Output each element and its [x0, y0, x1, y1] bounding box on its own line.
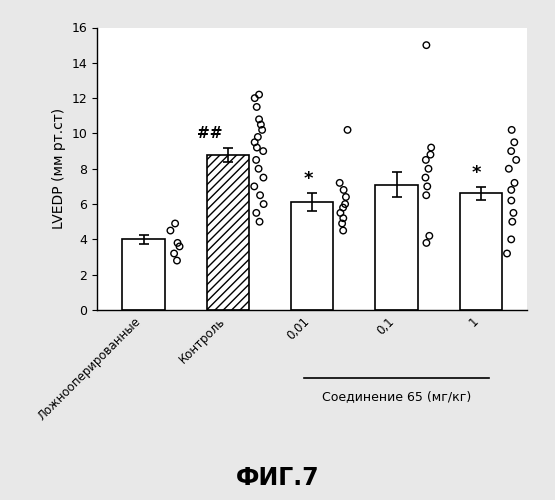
- Text: *: *: [472, 164, 481, 182]
- Point: [343, 126, 352, 134]
- Point: [255, 218, 264, 226]
- Point: [421, 156, 430, 164]
- Point: [425, 232, 434, 240]
- Point: [254, 133, 263, 141]
- Text: ##: ##: [196, 126, 222, 142]
- Point: [339, 186, 348, 194]
- Bar: [207, 154, 249, 310]
- Point: [255, 90, 264, 98]
- Point: [253, 144, 261, 152]
- Point: [259, 174, 268, 182]
- Point: [508, 218, 517, 226]
- Point: [258, 126, 266, 134]
- Text: 0,1: 0,1: [374, 315, 396, 338]
- Point: [170, 250, 179, 258]
- Point: [250, 182, 259, 190]
- Point: [424, 165, 433, 173]
- Point: [339, 204, 347, 212]
- Text: *: *: [303, 170, 312, 188]
- Text: ФИГ.7: ФИГ.7: [236, 466, 319, 490]
- Point: [510, 138, 519, 146]
- Point: [426, 150, 435, 158]
- Point: [507, 186, 516, 194]
- Point: [259, 147, 268, 155]
- Point: [507, 126, 516, 134]
- Point: [250, 138, 259, 146]
- Bar: [375, 184, 417, 310]
- Point: [171, 220, 180, 228]
- Point: [337, 220, 346, 228]
- Text: 1: 1: [466, 315, 481, 330]
- Text: 0,01: 0,01: [285, 315, 312, 342]
- Point: [250, 94, 259, 102]
- Point: [252, 156, 261, 164]
- Text: Контроль: Контроль: [176, 315, 228, 366]
- Point: [422, 239, 431, 247]
- Point: [173, 256, 181, 264]
- Point: [422, 191, 431, 199]
- Point: [175, 242, 184, 250]
- Point: [507, 196, 516, 204]
- Point: [510, 179, 519, 187]
- Point: [423, 182, 432, 190]
- Point: [335, 179, 344, 187]
- Point: [422, 41, 431, 49]
- Point: [255, 116, 264, 124]
- Point: [421, 174, 430, 182]
- Point: [254, 165, 263, 173]
- Point: [339, 214, 348, 222]
- Point: [507, 236, 516, 244]
- Point: [503, 250, 512, 258]
- Point: [341, 200, 350, 208]
- Y-axis label: LVEDP (мм рт.ст): LVEDP (мм рт.ст): [52, 108, 66, 230]
- Bar: [123, 240, 165, 310]
- Point: [252, 209, 261, 217]
- Point: [512, 156, 521, 164]
- Point: [253, 103, 261, 111]
- Point: [256, 120, 265, 128]
- Point: [504, 165, 513, 173]
- Bar: [291, 202, 333, 310]
- Point: [259, 200, 268, 208]
- Point: [339, 226, 347, 234]
- Point: [507, 147, 516, 155]
- Point: [173, 239, 182, 247]
- Bar: [460, 194, 502, 310]
- Point: [427, 144, 436, 152]
- Text: Соединение 65 (мг/кг): Соединение 65 (мг/кг): [322, 390, 471, 403]
- Text: Ложнооперированные: Ложнооперированные: [36, 315, 144, 423]
- Point: [166, 226, 175, 234]
- Point: [256, 191, 265, 199]
- Point: [509, 209, 518, 217]
- Point: [341, 193, 350, 201]
- Point: [336, 209, 345, 217]
